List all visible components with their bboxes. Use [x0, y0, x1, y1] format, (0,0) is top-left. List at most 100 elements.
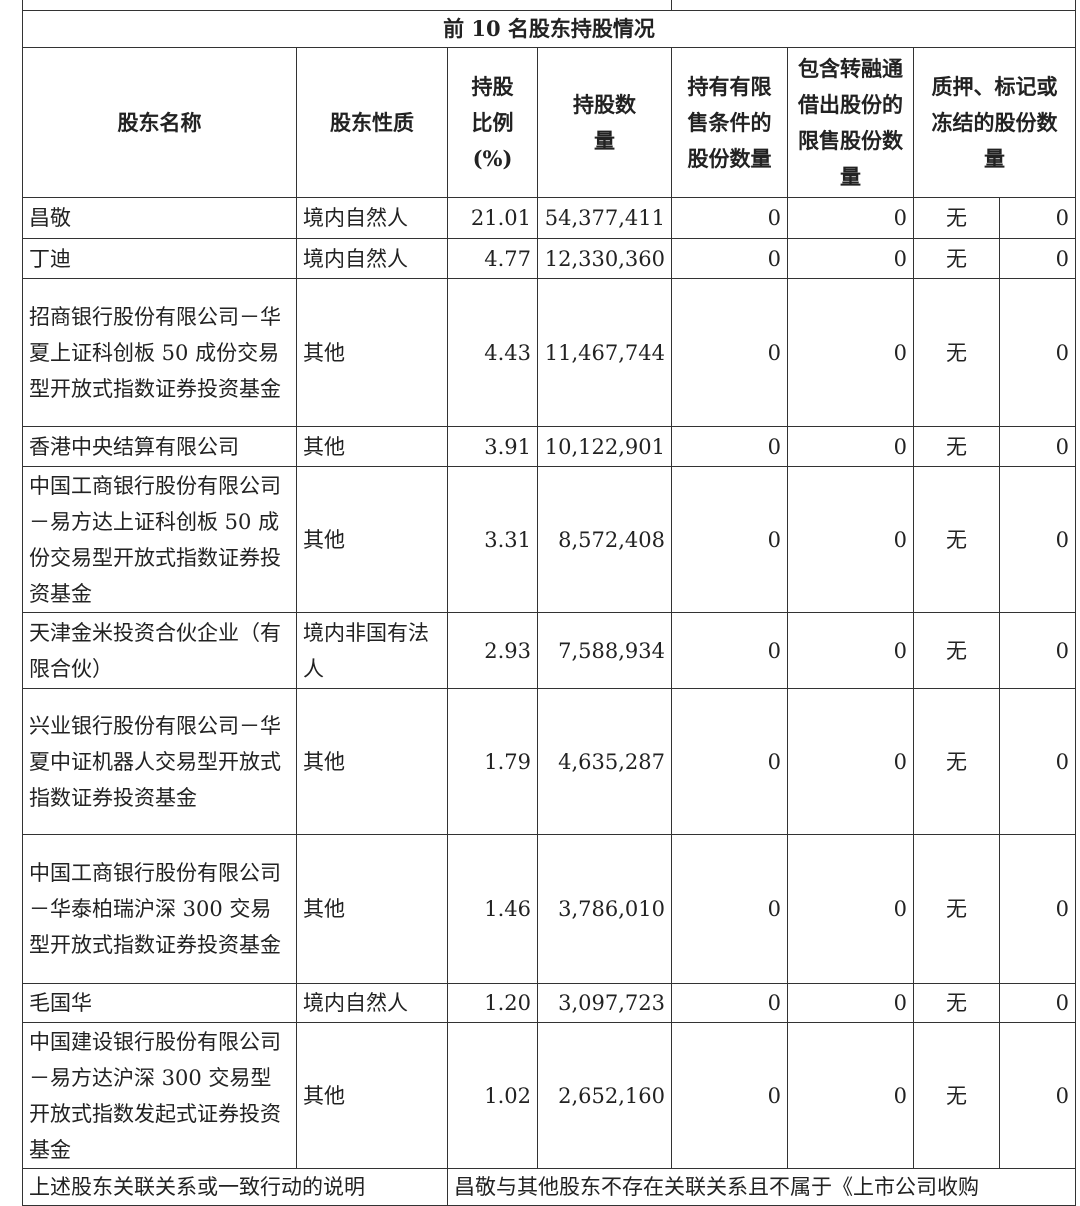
cell-name: 招商银行股份有限公司－华夏上证科创板 50 成份交易型开放式指数证券投资基金 — [22, 278, 297, 427]
header-pledged: 质押、标记或冻结的股份数量 — [913, 47, 1076, 198]
cell-status: 无 — [913, 278, 1000, 427]
cell-name: 兴业银行股份有限公司－华夏中证机器人交易型开放式指数证券投资基金 — [22, 688, 297, 835]
cell-qty: 3,097,723 — [537, 983, 672, 1023]
table-row: 丁迪 境内自然人 4.77 12,330,360 0 0 无 0 — [22, 238, 1076, 279]
table-row: 中国工商银行股份有限公司－华泰柏瑞沪深 300 交易型开放式指数证券投资基金 其他… — [22, 834, 1076, 984]
cell-name: 毛国华 — [22, 983, 297, 1023]
cell-status: 无 — [913, 238, 1000, 279]
header-row: 股东名称 股东性质 持股比例(%) 持股数量 持有有限售条件的股份数量 包含转融… — [22, 47, 1076, 198]
top10-shareholders-table: 前 10 名股东持股情况 股东名称 股东性质 持股比例(%) 持股数量 持有有限… — [22, 0, 1076, 1206]
header-lent: 包含转融通借出股份的限售股份数量 — [787, 47, 914, 198]
title-row: 前 10 名股东持股情况 — [22, 10, 1076, 48]
cell-pct: 21.01 — [447, 197, 538, 239]
cell-lent: 0 — [787, 466, 914, 613]
cell-restricted: 0 — [671, 197, 788, 239]
table-row: 中国工商银行股份有限公司－易方达上证科创板 50 成份交易型开放式指数证券投资基… — [22, 466, 1076, 613]
cell-status: 无 — [913, 983, 1000, 1023]
cell-lent: 0 — [787, 238, 914, 279]
cell-lent: 0 — [787, 612, 914, 689]
prev-row — [22, 0, 1076, 11]
cell-qty: 54,377,411 — [537, 197, 672, 239]
cell-pledged: 0 — [999, 197, 1076, 239]
cell-lent: 0 — [787, 1022, 914, 1169]
cell-lent: 0 — [787, 834, 914, 984]
header-type: 股东性质 — [296, 47, 448, 198]
shareholder-table-container: 前 10 名股东持股情况 股东名称 股东性质 持股比例(%) 持股数量 持有有限… — [22, 0, 1076, 1206]
cell-type: 其他 — [296, 688, 448, 835]
table-row: 天津金米投资合伙企业（有限合伙） 境内非国有法人 2.93 7,588,934 0 0 无 0 — [22, 612, 1076, 689]
table-row: 毛国华 境内自然人 1.20 3,097,723 0 0 无 0 — [22, 983, 1076, 1023]
cell-restricted: 0 — [671, 612, 788, 689]
cell-type: 境内自然人 — [296, 197, 448, 239]
table-title: 前 10 名股东持股情况 — [22, 10, 1076, 48]
cell-type: 境内自然人 — [296, 983, 448, 1023]
table-row: 兴业银行股份有限公司－华夏中证机器人交易型开放式指数证券投资基金 其他 1.79 4,… — [22, 688, 1076, 835]
cell-type: 境内非国有法人 — [296, 612, 448, 689]
cell-restricted: 0 — [671, 278, 788, 427]
table-row: 昌敬 境内自然人 21.01 54,377,411 0 0 无 0 — [22, 197, 1076, 239]
cell-restricted: 0 — [671, 1022, 788, 1169]
footer-label: 上述股东关联关系或一致行动的说明 — [22, 1168, 448, 1206]
cell-qty: 11,467,744 — [537, 278, 672, 427]
table-row: 香港中央结算有限公司 其他 3.91 10,122,901 0 0 无 0 — [22, 426, 1076, 467]
header-qty: 持股数量 — [537, 47, 672, 198]
cell-pledged: 0 — [999, 688, 1076, 835]
cell-lent: 0 — [787, 197, 914, 239]
cell-qty: 10,122,901 — [537, 426, 672, 467]
cell-pct: 4.43 — [447, 278, 538, 427]
cell-lent: 0 — [787, 983, 914, 1023]
cell-pledged: 0 — [999, 834, 1076, 984]
header-pct: 持股比例(%) — [447, 47, 538, 198]
cell-pct: 3.91 — [447, 426, 538, 467]
cell-pct: 1.79 — [447, 688, 538, 835]
cell-status: 无 — [913, 197, 1000, 239]
cell-restricted: 0 — [671, 983, 788, 1023]
cell-pct: 3.31 — [447, 466, 538, 613]
cell-pledged: 0 — [999, 1022, 1076, 1169]
cell-qty: 3,786,010 — [537, 834, 672, 984]
cell-restricted: 0 — [671, 466, 788, 613]
cell-lent: 0 — [787, 426, 914, 467]
cell-qty: 7,588,934 — [537, 612, 672, 689]
cell-lent: 0 — [787, 278, 914, 427]
cell-qty: 2,652,160 — [537, 1022, 672, 1169]
cell-pledged: 0 — [999, 238, 1076, 279]
cell-pledged: 0 — [999, 466, 1076, 613]
cell-pct: 1.20 — [447, 983, 538, 1023]
cell-type: 境内自然人 — [296, 238, 448, 279]
footer-text: 昌敬与其他股东不存在关联关系且不属于《上市公司收购 — [447, 1168, 1076, 1206]
cell-restricted: 0 — [671, 834, 788, 984]
cell-qty: 12,330,360 — [537, 238, 672, 279]
cell-pct: 1.02 — [447, 1022, 538, 1169]
cell-qty: 8,572,408 — [537, 466, 672, 613]
cell-pct: 2.93 — [447, 612, 538, 689]
cell-restricted: 0 — [671, 426, 788, 467]
cell-pledged: 0 — [999, 983, 1076, 1023]
cell-pledged: 0 — [999, 612, 1076, 689]
cell-name: 昌敬 — [22, 197, 297, 239]
cell-name: 天津金米投资合伙企业（有限合伙） — [22, 612, 297, 689]
cell-type: 其他 — [296, 1022, 448, 1169]
cell-status: 无 — [913, 466, 1000, 613]
cell-lent: 0 — [787, 688, 914, 835]
cell-pct: 4.77 — [447, 238, 538, 279]
cell-type: 其他 — [296, 466, 448, 613]
cell-restricted: 0 — [671, 688, 788, 835]
cell-type: 其他 — [296, 834, 448, 984]
table-row: 中国建设银行股份有限公司－易方达沪深 300 交易型开放式指数发起式证券投资基金… — [22, 1022, 1076, 1169]
cell-status: 无 — [913, 612, 1000, 689]
cell-pledged: 0 — [999, 278, 1076, 427]
cell-status: 无 — [913, 834, 1000, 984]
cell-name: 香港中央结算有限公司 — [22, 426, 297, 467]
footer-row: 上述股东关联关系或一致行动的说明 昌敬与其他股东不存在关联关系且不属于《上市公司… — [22, 1168, 1076, 1206]
cell-name: 中国建设银行股份有限公司－易方达沪深 300 交易型开放式指数发起式证券投资基金 — [22, 1022, 297, 1169]
cell-status: 无 — [913, 426, 1000, 467]
cell-name: 丁迪 — [22, 238, 297, 279]
table-row: 招商银行股份有限公司－华夏上证科创板 50 成份交易型开放式指数证券投资基金 其他… — [22, 278, 1076, 427]
cell-pledged: 0 — [999, 426, 1076, 467]
cell-restricted: 0 — [671, 238, 788, 279]
cell-type: 其他 — [296, 426, 448, 467]
cell-status: 无 — [913, 1022, 1000, 1169]
cell-qty: 4,635,287 — [537, 688, 672, 835]
header-name: 股东名称 — [22, 47, 297, 198]
